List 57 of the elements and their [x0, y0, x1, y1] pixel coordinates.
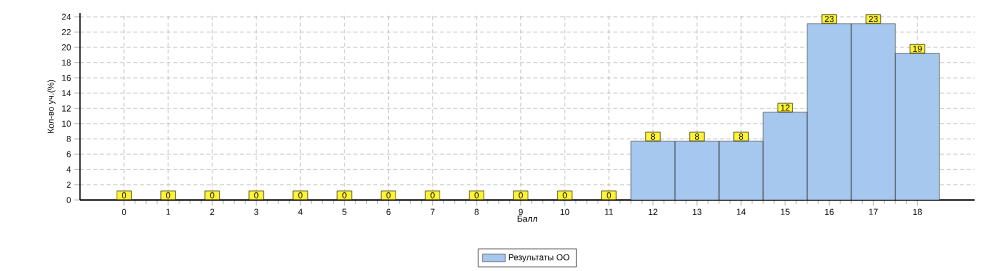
x-tick-label: 11 [605, 208, 613, 215]
y-tick-label: 0 [66, 196, 71, 204]
y-tick-label: 2 [66, 181, 71, 188]
x-tick-label: 3 [254, 208, 259, 215]
x-tick-label: 10 [560, 208, 570, 215]
x-tick-label: 8 [474, 208, 479, 215]
y-tick-label: 6 [66, 151, 71, 158]
x-tick-label: 4 [298, 208, 303, 215]
y-axis-title: Кол-во уч.(%) [47, 80, 56, 133]
x-tick-label: 17 [869, 208, 878, 215]
data-label: 0 [562, 192, 567, 199]
data-label: 12 [781, 104, 790, 111]
y-tick-label: 10 [62, 120, 71, 127]
legend-label: Результаты ОО [508, 254, 570, 263]
data-label: 0 [606, 192, 611, 199]
data-label: 23 [824, 15, 834, 23]
y-tick-label: 12 [62, 105, 71, 112]
x-tick-label: 15 [781, 208, 790, 215]
x-tick-label: 9 [518, 208, 523, 215]
y-tick-label: 22 [61, 29, 71, 36]
data-label: 0 [298, 192, 303, 199]
data-label: 0 [518, 192, 523, 199]
x-tick-label: 12 [648, 208, 658, 215]
x-tick-label: 1 [166, 208, 171, 215]
data-label: 0 [474, 192, 479, 199]
x-tick-label: 16 [825, 208, 834, 215]
data-label: 0 [430, 192, 435, 199]
x-tick-label: 2 [210, 208, 215, 215]
data-label: 0 [166, 192, 171, 199]
y-tick-label: 16 [62, 74, 71, 81]
bar [718, 140, 764, 200]
data-label: 0 [342, 192, 347, 199]
y-tick-label: 4 [66, 166, 71, 173]
x-tick-label: 6 [386, 208, 391, 215]
data-label: 0 [210, 192, 215, 199]
data-label: 19 [913, 45, 922, 52]
x-tick-label: 7 [430, 208, 435, 215]
y-tick-label: 24 [61, 13, 71, 20]
x-tick-label: 5 [342, 208, 347, 215]
data-label: 8 [650, 133, 655, 140]
data-label: 0 [254, 192, 259, 199]
x-tick-label: 14 [736, 208, 746, 215]
y-tick-label: 20 [61, 44, 71, 51]
bar [674, 140, 720, 200]
data-label: 8 [694, 133, 700, 140]
data-label: 0 [386, 192, 391, 199]
x-tick-label: 0 [122, 208, 127, 215]
bar [630, 140, 676, 200]
y-tick-label: 18 [62, 59, 71, 66]
x-tick-label: 13 [692, 208, 702, 215]
x-axis-title: Балл [517, 215, 538, 222]
x-tick-label: 18 [913, 208, 922, 215]
y-tick-label: 14 [62, 90, 71, 97]
data-label: 0 [122, 192, 127, 199]
y-tick-label: 8 [66, 135, 71, 142]
data-label: 8 [739, 133, 744, 140]
data-label: 23 [868, 15, 878, 23]
